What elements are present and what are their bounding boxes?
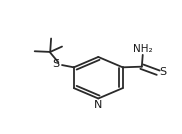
Text: N: N — [94, 100, 102, 110]
Text: NH₂: NH₂ — [133, 44, 153, 54]
Text: S: S — [159, 67, 167, 77]
Text: S: S — [53, 59, 60, 69]
